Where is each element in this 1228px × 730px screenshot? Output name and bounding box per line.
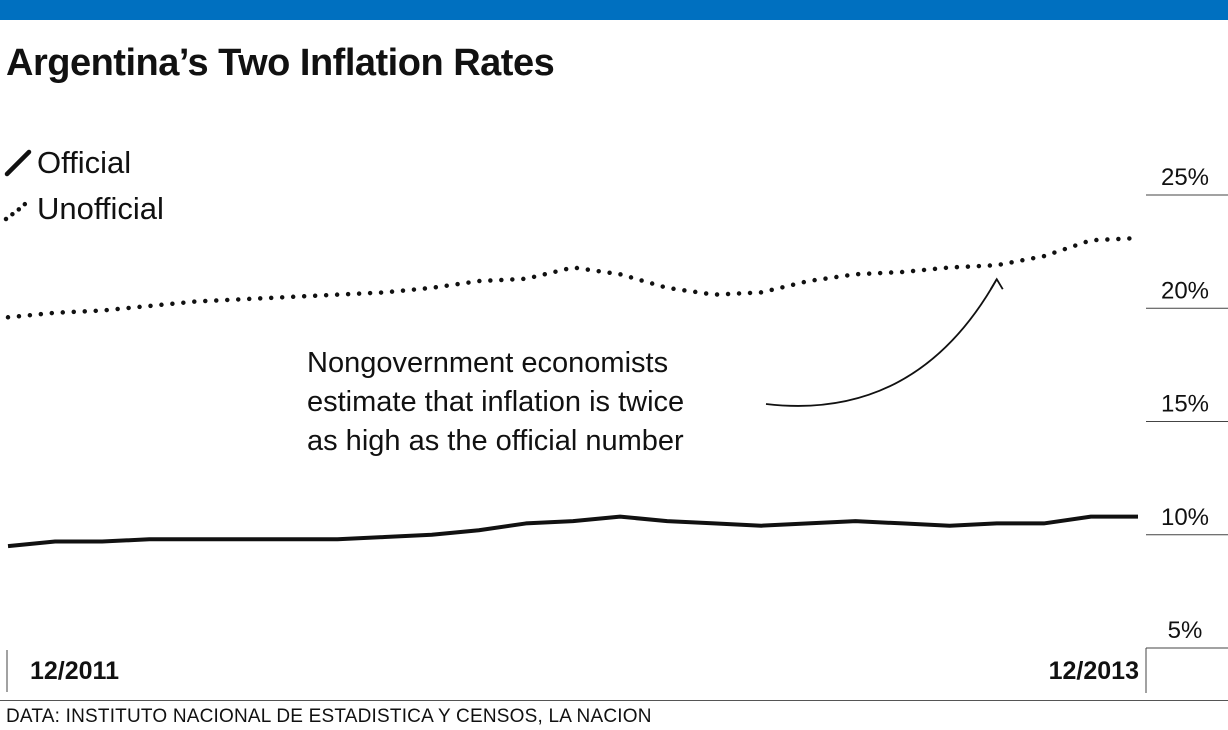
x-tick-label: 12/2013 <box>1049 657 1139 685</box>
official-series-line <box>7 514 1138 549</box>
annotation-arrow <box>765 278 998 407</box>
data-source: DATA: INSTITUTO NACIONAL DE ESTADISTICA … <box>6 706 652 727</box>
annotation-text-line: Nongovernment economists <box>307 347 668 379</box>
x-tick-label: 12/2011 <box>30 657 119 685</box>
top-accent-bar <box>0 0 1228 20</box>
annotation-arrowhead <box>989 277 1004 290</box>
source-divider <box>0 700 1228 701</box>
unofficial-series-line <box>5 235 1141 320</box>
inflation-line-chart: 5% 10% 15% 20% 25% 12/2011 12/2013 Official Un… <box>3 145 1228 693</box>
y-tick-label: 5% <box>1168 617 1203 644</box>
y-tick-label: 20% <box>1161 277 1209 304</box>
legend-label-unofficial: Unofficial <box>37 191 164 226</box>
annotation-text-line: as high as the official number <box>307 425 684 457</box>
annotation-text-line: estimate that inflation is twice <box>307 386 684 418</box>
legend-swatch-official <box>4 149 32 177</box>
y-tick-label: 15% <box>1161 391 1209 418</box>
legend-label-official: Official <box>37 145 131 180</box>
y-tick-label: 25% <box>1161 164 1209 191</box>
legend-swatch-unofficial <box>3 198 31 222</box>
y-tick-label: 10% <box>1161 504 1209 531</box>
chart-title: Argentina’s Two Inflation Rates <box>6 42 555 84</box>
